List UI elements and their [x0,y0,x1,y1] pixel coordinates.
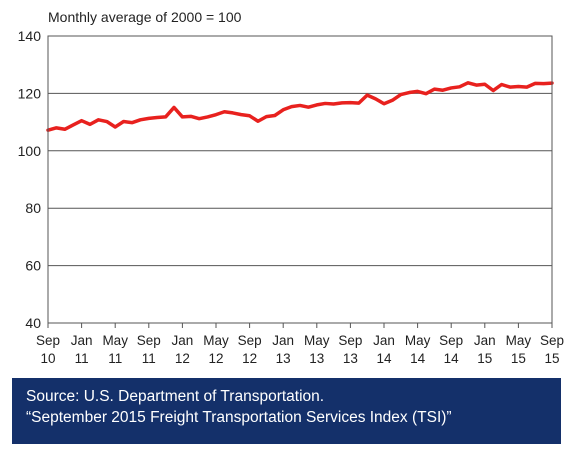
x-tick-month-label: Jan [172,333,194,348]
x-tick-month-label: Sep [338,333,362,348]
x-tick-month-label: Sep [238,333,262,348]
x-tick-year-label: 12 [175,351,190,366]
y-tick-label: 60 [25,258,41,274]
y-tick-label: 120 [18,85,42,101]
x-tick-year-label: 11 [75,351,89,366]
x-tick-month-label: May [405,333,431,348]
x-tick-month-label: Jan [474,333,496,348]
y-axis-ticks: 140 120 100 80 60 40 [18,28,42,331]
y-axis-label: Monthly average of 2000 = 100 [48,9,242,25]
x-tick-month-label: Jan [373,333,395,348]
x-tick-year-label: 15 [511,351,526,366]
x-tick-year-label: 13 [343,351,358,366]
x-tick-month-label: May [304,333,330,348]
x-tick-month-label: Sep [137,333,161,348]
line-chart: 140 120 100 80 60 40 Sep 10 Jan 11 May 11 Sep 11 Jan 1… [18,28,564,366]
x-tick-month-label: May [203,333,229,348]
y-tick-label: 80 [25,200,41,216]
x-tick-year-label: 14 [410,351,426,366]
x-tick-year-label: 12 [242,351,257,366]
x-tick-year-label: 13 [309,351,324,366]
x-tick-year-label: 14 [376,351,392,366]
x-tick-year-label: 15 [544,351,559,366]
series-line-tsi [46,81,554,132]
x-tick-year-label: 12 [208,351,223,366]
x-tick-year-label: 10 [40,351,55,366]
source-box: Source: U.S. Department of Transportatio… [12,378,561,444]
x-tick-month-label: Sep [540,333,564,348]
source-line-1: Source: U.S. Department of Transportatio… [26,388,325,405]
source-line-2: “September 2015 Freight Transportation S… [26,409,452,426]
x-tick-year-label: 11 [108,351,122,366]
x-tick-year-label: 14 [444,351,460,366]
y-tick-label: 40 [25,315,41,331]
gridlines [48,35,552,324]
y-tick-label: 100 [18,143,42,159]
x-tick-month-label: May [506,333,532,348]
series-layer [46,81,554,132]
plot-frame [47,35,553,324]
x-tick-year-label: 13 [276,351,291,366]
x-tick-month-label: Jan [272,333,294,348]
x-tick-month-label: May [102,333,128,348]
x-tick-year-label: 15 [477,351,492,366]
x-tick-month-label: Jan [71,333,93,348]
x-tick-month-label: Sep [439,333,463,348]
x-tick-month-label: Sep [36,333,60,348]
x-axis-ticks: Sep 10 Jan 11 May 11 Sep 11 Jan 12 May 12 Sep 12 Jan 13… [36,323,564,366]
y-tick-label: 140 [18,28,42,44]
x-tick-year-label: 11 [142,351,156,366]
